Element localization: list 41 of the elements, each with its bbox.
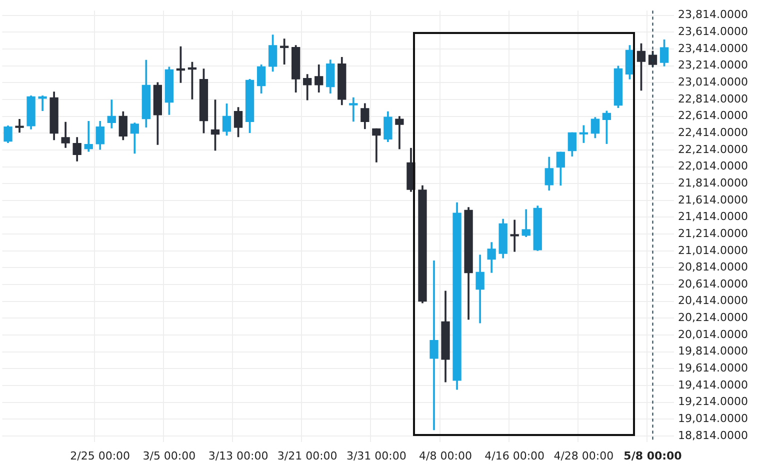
y-tick-label: 21,814.0000 (678, 176, 748, 190)
y-tick-label: 23,414.0000 (678, 42, 748, 55)
x-tick-label: 4/28 00:00 (554, 449, 614, 462)
candlestick (38, 96, 47, 111)
x-tick-label: 3/21 00:00 (277, 449, 338, 462)
x-tick-label: 3/5 00:00 (142, 449, 196, 462)
y-tick-label: 21,414.0000 (678, 210, 748, 224)
y-tick-label: 20,814.0000 (678, 260, 748, 274)
y-tick-label: 22,414.0000 (678, 126, 748, 139)
x-tick-label: 4/16 00:00 (484, 449, 545, 462)
y-tick-label: 23,814.0000 (678, 8, 748, 22)
y-tick-label: 21,614.0000 (678, 193, 748, 206)
y-tick-label: 21,214.0000 (678, 226, 748, 240)
y-tick-label: 20,214.0000 (678, 311, 748, 324)
y-tick-label: 22,014.0000 (678, 160, 748, 173)
y-tick-label: 22,214.0000 (678, 142, 748, 156)
y-tick-label: 22,614.0000 (678, 109, 748, 122)
candlestick (349, 97, 358, 122)
y-tick-label: 23,214.0000 (678, 58, 748, 72)
x-tick-label: 5/8 00:00 (624, 449, 682, 462)
x-tick-label: 4/8 00:00 (419, 449, 472, 462)
y-tick-label: 20,614.0000 (678, 277, 748, 290)
y-tick-label: 22,814.0000 (678, 92, 748, 106)
x-tick-label: 3/13 00:00 (208, 449, 268, 462)
x-tick-label: 2/25 00:00 (70, 449, 130, 462)
y-tick-label: 18,814.0000 (678, 428, 748, 442)
y-tick-label: 19,214.0000 (678, 395, 748, 408)
y-tick-label: 21,014.0000 (678, 244, 748, 257)
y-tick-label: 19,414.0000 (678, 378, 748, 392)
y-tick-label: 23,014.0000 (678, 75, 748, 88)
y-tick-label: 20,014.0000 (678, 328, 748, 341)
x-tick-label: 3/31 00:00 (346, 449, 406, 462)
y-tick-label: 23,614.0000 (678, 25, 748, 38)
y-tick-label: 19,814.0000 (678, 344, 748, 358)
candlestick (579, 125, 588, 143)
y-tick-label: 20,414.0000 (678, 294, 748, 308)
y-tick-label: 19,014.0000 (678, 412, 748, 426)
candlestick (510, 220, 519, 252)
candlestick (280, 38, 289, 64)
candlestick (430, 260, 438, 430)
y-tick-label: 19,614.0000 (678, 362, 748, 375)
